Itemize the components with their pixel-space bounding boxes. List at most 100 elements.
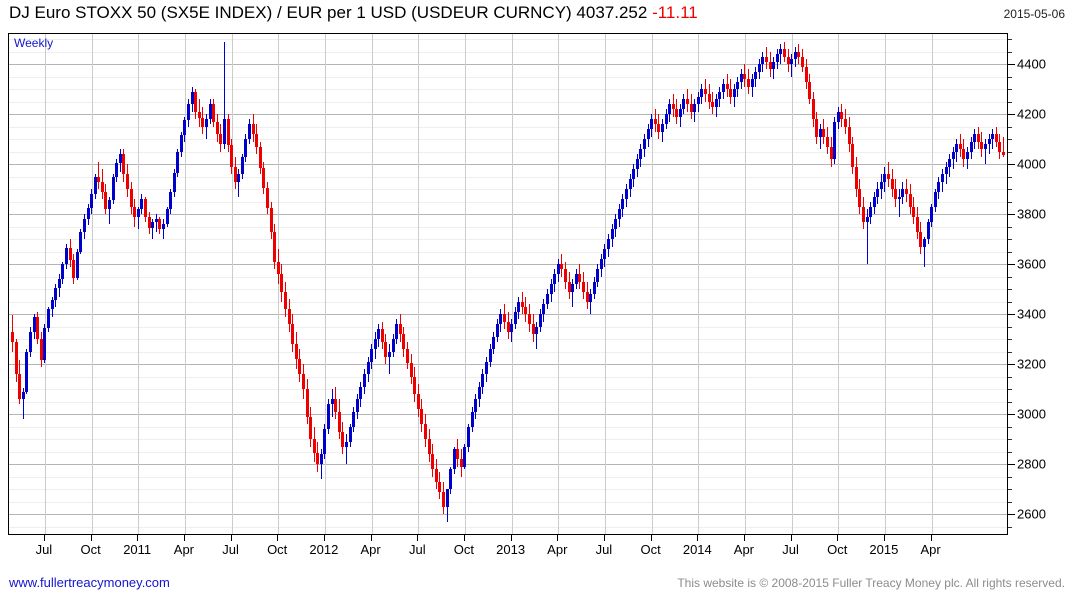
candle-wick (446, 494, 448, 522)
candle-body (747, 79, 750, 87)
date-tick (90, 535, 92, 541)
price-tick-minor (1008, 401, 1012, 403)
candle-body (485, 361, 488, 374)
candle-body (628, 179, 632, 189)
candle-body (244, 139, 248, 157)
candle-body (642, 139, 646, 149)
candle-body (686, 99, 689, 104)
candle-body (1001, 152, 1005, 155)
candle-body (897, 196, 901, 199)
candle-wick (791, 54, 793, 77)
candle-body (449, 469, 453, 489)
price-tick-minor (1008, 289, 1012, 290)
date-axis-label: Apr (547, 542, 568, 557)
candle-body (72, 260, 76, 278)
candle-body (495, 324, 499, 337)
candle-body (104, 191, 108, 209)
gridline-minor (9, 76, 1007, 78)
candle-wick (536, 321, 538, 349)
candle-body (589, 294, 593, 302)
candle-body (380, 329, 384, 342)
candle-body (596, 269, 600, 282)
candle-body (298, 359, 302, 374)
candle-body (64, 247, 68, 265)
candle-wick (1002, 136, 1004, 157)
price-axis-label: 2600 (1017, 506, 1046, 522)
candle-wick (109, 196, 110, 224)
candle-body (129, 189, 133, 207)
price-tick-minor (1008, 151, 1012, 153)
candle-body (488, 349, 492, 362)
candle-body (632, 169, 636, 179)
price-tick-minor (1008, 89, 1012, 90)
price-tick-minor (1008, 351, 1012, 353)
candle-body (542, 304, 546, 314)
candle-body (876, 189, 880, 197)
candle-wick (988, 134, 990, 154)
candle-body (276, 261, 280, 274)
price-tick-minor (1008, 51, 1012, 53)
candle-body (854, 166, 858, 189)
candle-body (161, 224, 165, 229)
candle-body (165, 209, 169, 224)
candle-body (352, 411, 356, 427)
gridline-minor (9, 176, 1007, 178)
candle-body (280, 274, 284, 292)
candle-body (204, 119, 208, 127)
candle-body (309, 416, 313, 439)
candle-body (108, 200, 111, 210)
candle-body (406, 349, 409, 363)
price-tick-minor (1008, 439, 1012, 440)
candle-body (757, 64, 761, 72)
gridline-minor (9, 439, 1007, 440)
date-tick (790, 535, 792, 541)
candle-body (549, 284, 553, 294)
price-axis-label: 3600 (1017, 256, 1046, 272)
candle-body (345, 441, 348, 447)
gridline-minor (9, 189, 1007, 190)
candle-wick (572, 279, 574, 307)
gridline-vertical (884, 34, 886, 534)
candle-body (212, 104, 216, 122)
candle-body (477, 386, 481, 399)
price-axis-label: 3400 (1017, 306, 1046, 322)
candle-body (703, 89, 707, 94)
candle-body (765, 56, 768, 62)
candle-body (689, 104, 693, 112)
candle-body (441, 491, 445, 507)
date-axis-label: Oct (453, 542, 475, 557)
candle-body (930, 206, 934, 222)
candle-body (779, 49, 783, 54)
price-axis-label: 4000 (1017, 156, 1046, 172)
candle-body (966, 151, 969, 159)
candle-body (937, 181, 941, 192)
candle-body (933, 191, 937, 207)
candle-wick (98, 161, 100, 189)
gridline-major (9, 264, 1007, 265)
gridline-vertical (791, 34, 793, 534)
candle-body (319, 454, 323, 464)
candle-body (11, 331, 15, 342)
candle-body (811, 99, 815, 119)
gridline-minor (9, 476, 1007, 478)
price-tick-major (1008, 464, 1015, 465)
date-tick (510, 535, 512, 541)
candle-body (790, 59, 794, 64)
site-url[interactable]: www.fullertreacymoney.com (9, 575, 170, 590)
candle-body (75, 251, 79, 278)
candle-body (653, 119, 657, 124)
candle-wick (22, 387, 24, 420)
candle-body (323, 429, 327, 454)
candle-body (258, 146, 262, 168)
gridline-vertical (838, 34, 840, 534)
price-chart-plot[interactable]: Weekly (8, 33, 1008, 535)
date-axis-label: 2012 (309, 542, 339, 557)
date-tick (697, 535, 699, 541)
price-tick-minor (1008, 376, 1012, 378)
gridline-minor (9, 351, 1007, 353)
candle-body (901, 189, 905, 197)
candle-body (721, 84, 725, 92)
candle-body (190, 91, 194, 104)
date-axis-label: 2015 (869, 542, 899, 557)
price-tick-major (1008, 164, 1015, 165)
